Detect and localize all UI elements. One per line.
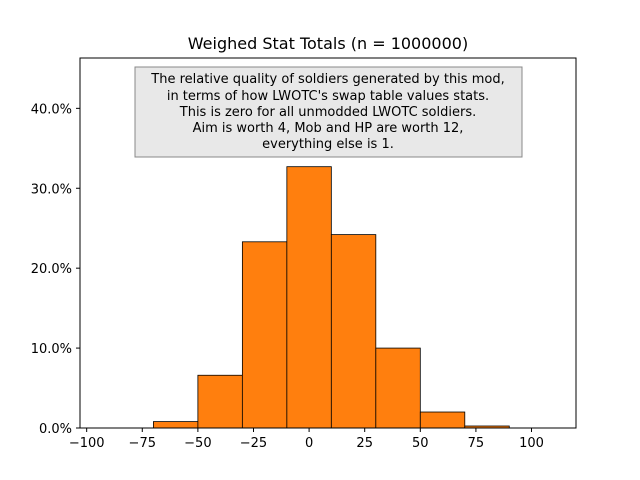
bars-group	[152, 166, 510, 429]
x-tick-label: 25	[356, 436, 373, 451]
annotation-line-4: Aim is worth 4, Mob and HP are worth 12,	[193, 121, 464, 136]
histogram-bar-3	[241, 241, 288, 429]
y-tick-label: 10.0%	[31, 342, 72, 357]
x-tick-label: 75	[468, 436, 485, 451]
y-axis: 0.0% 10.0% 20.0% 30.0% 40.0%	[31, 102, 80, 437]
histogram-bar-7	[419, 411, 466, 429]
y-tick-label: 30.0%	[31, 182, 72, 197]
histogram-bar-1	[152, 421, 199, 429]
chart-title: Weighed Stat Totals (n = 1000000)	[188, 34, 468, 53]
x-axis: −100 −75 −50 −25 0 25 50 75 100	[69, 428, 544, 451]
histogram-bar-6	[375, 347, 421, 429]
x-tick-label: −50	[184, 436, 211, 451]
histogram-bar-2	[197, 374, 243, 429]
x-tick-label: −75	[129, 436, 156, 451]
histogram-bar-5	[330, 234, 377, 429]
x-tick-label: −25	[240, 436, 267, 451]
annotation-line-1: The relative quality of soldiers generat…	[150, 72, 504, 87]
x-tick-label: 100	[519, 436, 544, 451]
y-tick-label: 20.0%	[31, 262, 72, 277]
plot-frame	[79, 57, 577, 429]
histogram-bar-4	[286, 166, 332, 429]
x-tick-label: 0	[305, 436, 313, 451]
annotation-line-2: in terms of how LWOTC's swap table value…	[167, 89, 489, 104]
x-tick-label: 50	[412, 436, 429, 451]
y-tick-label: 0.0%	[39, 422, 72, 437]
y-tick-label: 40.0%	[31, 102, 72, 117]
annotation-line-5: everything else is 1.	[262, 137, 394, 152]
annotation-box: The relative quality of soldiers generat…	[134, 66, 523, 158]
annotation-background	[134, 66, 523, 158]
x-tick-label: −100	[69, 436, 105, 451]
annotation-line-3: This is zero for all unmodded LWOTC sold…	[179, 105, 476, 120]
